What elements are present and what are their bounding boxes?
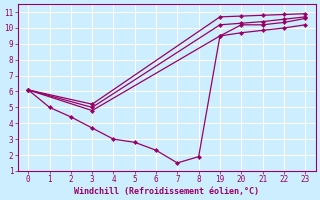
X-axis label: Windchill (Refroidissement éolien,°C): Windchill (Refroidissement éolien,°C) <box>74 187 259 196</box>
